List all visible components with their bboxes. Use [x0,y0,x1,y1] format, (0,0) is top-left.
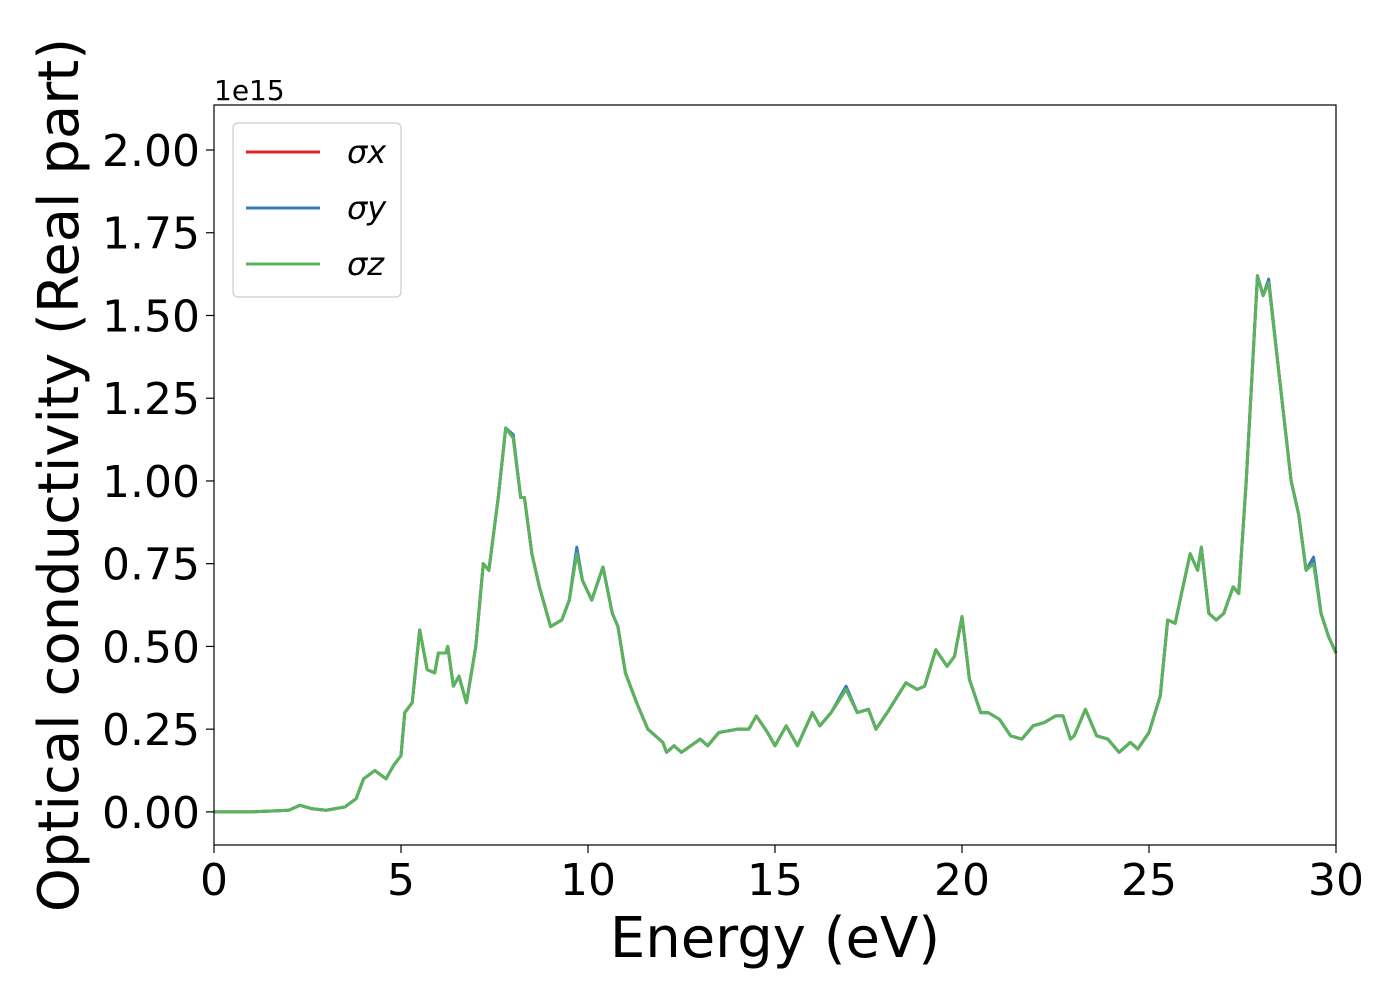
x-tick-label: 0 [200,855,228,906]
y-tick-label: 0.00 [102,788,200,839]
series-line [214,274,1338,814]
legend-box [232,122,402,298]
series-line [214,274,1338,814]
x-tick-label: 5 [387,855,415,906]
y-axis-label: Optical conductivity (Real part) [27,38,92,912]
y-tick-label: 0.50 [102,622,200,673]
y-tick-label: 1.25 [102,374,200,425]
y-offset-label: 1e15 [214,74,285,107]
x-tick-label: 30 [1308,855,1364,906]
legend-label: σx [347,133,387,171]
x-axis-label: Energy (eV) [610,906,940,971]
y-tick-label: 1.00 [102,457,200,508]
y-tick-label: 0.25 [102,705,200,756]
series-line [214,274,1338,814]
legend-label: σy [347,189,387,227]
y-tick-label: 0.75 [102,540,200,591]
x-tick-label: 25 [1121,855,1177,906]
x-tick-label: 20 [934,855,990,906]
y-tick-label: 2.00 [102,126,200,177]
y-tick-label: 1.50 [102,291,200,342]
x-tick-label: 10 [560,855,616,906]
plot-frame [213,104,1337,846]
legend-label: σz [347,245,385,283]
y-tick-label: 1.75 [102,209,200,260]
x-tick-label: 15 [747,855,803,906]
